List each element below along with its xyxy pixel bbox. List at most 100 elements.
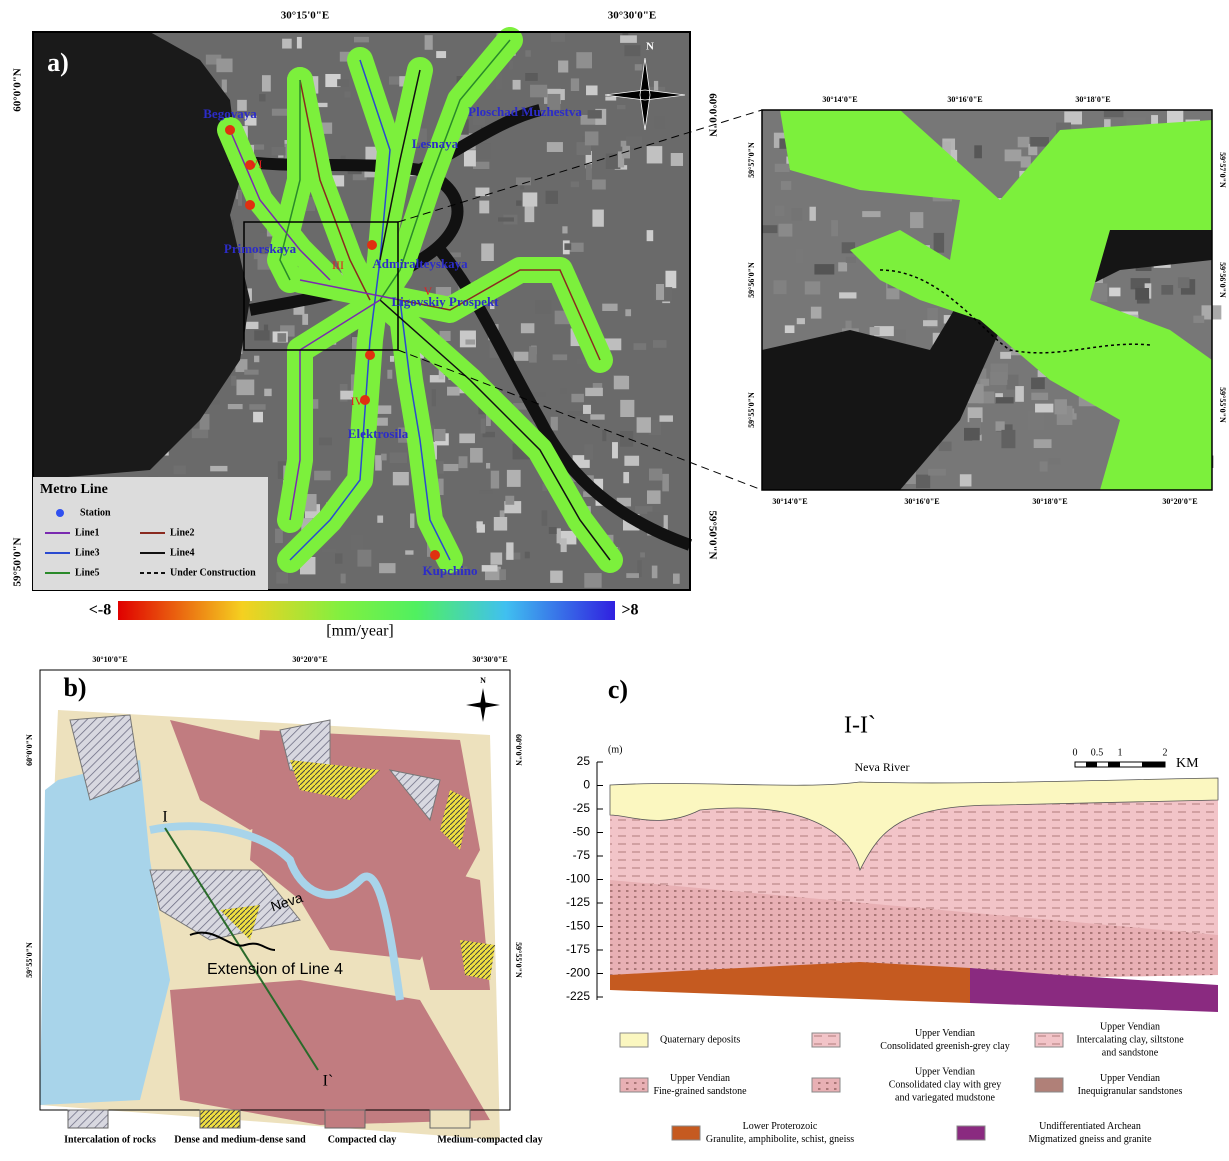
texture (505, 496, 514, 505)
legend-label: Upper Vendian (915, 1028, 975, 1039)
texture (814, 264, 834, 274)
subsidence-spot (367, 240, 377, 250)
texture (1048, 458, 1060, 464)
legend-label: Quaternary deposits (660, 1034, 740, 1045)
texture (381, 454, 387, 461)
label: 59°55'0"N (514, 942, 523, 978)
texture (521, 323, 534, 333)
texture (1031, 378, 1045, 389)
texture (302, 314, 308, 325)
texture (447, 387, 460, 396)
texture (377, 418, 388, 426)
legend-symbol (56, 509, 64, 517)
texture (796, 249, 804, 263)
texture (1104, 111, 1124, 117)
label: Line1 (75, 527, 99, 538)
texture (964, 428, 980, 441)
texture (405, 550, 413, 554)
texture (923, 320, 937, 326)
texture (341, 574, 346, 584)
texture (410, 513, 414, 527)
y-tick-label: -225 (566, 989, 590, 1003)
texture (314, 471, 331, 481)
y-tick-label: -100 (566, 872, 590, 886)
texture (525, 205, 535, 222)
texture (665, 271, 676, 288)
texture (482, 565, 498, 571)
texture (561, 538, 567, 552)
texture (425, 35, 433, 50)
texture (525, 552, 530, 559)
texture (654, 81, 658, 91)
site-label: V (424, 284, 433, 298)
texture (345, 92, 351, 98)
colorbar (118, 601, 615, 620)
texture (1000, 352, 1011, 359)
north-label: N (480, 676, 486, 685)
legend-label: Undifferentiated Archean (1039, 1121, 1141, 1132)
station-name: Admiralteyskaya (372, 256, 468, 271)
texture (216, 59, 232, 73)
texture (910, 212, 923, 228)
texture (562, 226, 567, 233)
texture (264, 389, 271, 396)
label: 30°20'0"E (292, 655, 327, 664)
texture (785, 325, 795, 333)
site-label: IV (351, 394, 364, 408)
texture (626, 573, 639, 578)
texture (673, 574, 680, 584)
texture (254, 356, 259, 363)
texture (262, 75, 271, 91)
texture (1015, 386, 1024, 402)
legend-label: Consolidated clay with grey (889, 1079, 1001, 1090)
texture (551, 417, 558, 431)
texture (297, 37, 302, 49)
texture (617, 105, 626, 109)
sand (460, 940, 495, 980)
legend-label: Lower Proterozoic (743, 1121, 818, 1132)
texture (1135, 288, 1149, 300)
label: Medium-compacted clay (437, 1134, 542, 1145)
label: 59°57'0"N (1218, 152, 1227, 188)
texture (791, 208, 802, 220)
texture (236, 380, 254, 396)
north-arrow (466, 688, 500, 722)
label: 30°18'0"E (1032, 497, 1067, 506)
label: 30°15'0"E (281, 10, 329, 22)
texture (862, 211, 880, 217)
label: 30°20'0"E (1162, 497, 1197, 506)
texture (633, 343, 646, 350)
legend-swatch (200, 1110, 240, 1128)
legend-swatch (1035, 1078, 1063, 1092)
station-name: Kupchino (423, 563, 478, 578)
texture (602, 430, 606, 441)
texture (995, 397, 1013, 403)
legend-swatch (812, 1078, 840, 1092)
texture (357, 550, 371, 567)
texture (490, 553, 502, 565)
legend-swatch (68, 1110, 108, 1128)
label: 59°57'0"N (747, 142, 756, 178)
colorbar-unit: [mm/year] (326, 623, 394, 640)
label: Line5 (75, 567, 99, 578)
texture (1040, 462, 1048, 472)
label: 30°16'0"E (947, 95, 982, 104)
texture (647, 230, 654, 241)
texture (635, 64, 642, 70)
texture (525, 50, 531, 57)
texture (592, 210, 603, 227)
texture (432, 389, 436, 406)
texture (277, 333, 286, 342)
texture (1064, 111, 1082, 124)
subsidence-spot (365, 350, 375, 360)
y-tick-label: -50 (573, 825, 591, 839)
texture (476, 143, 491, 158)
texture (481, 243, 494, 261)
texture (192, 429, 208, 439)
texture (763, 225, 778, 233)
legend-label: Inequigranular sandstones (1078, 1086, 1183, 1097)
texture (612, 442, 618, 458)
axis-unit: (m) (608, 744, 622, 755)
texture (647, 490, 661, 504)
texture (509, 61, 513, 70)
